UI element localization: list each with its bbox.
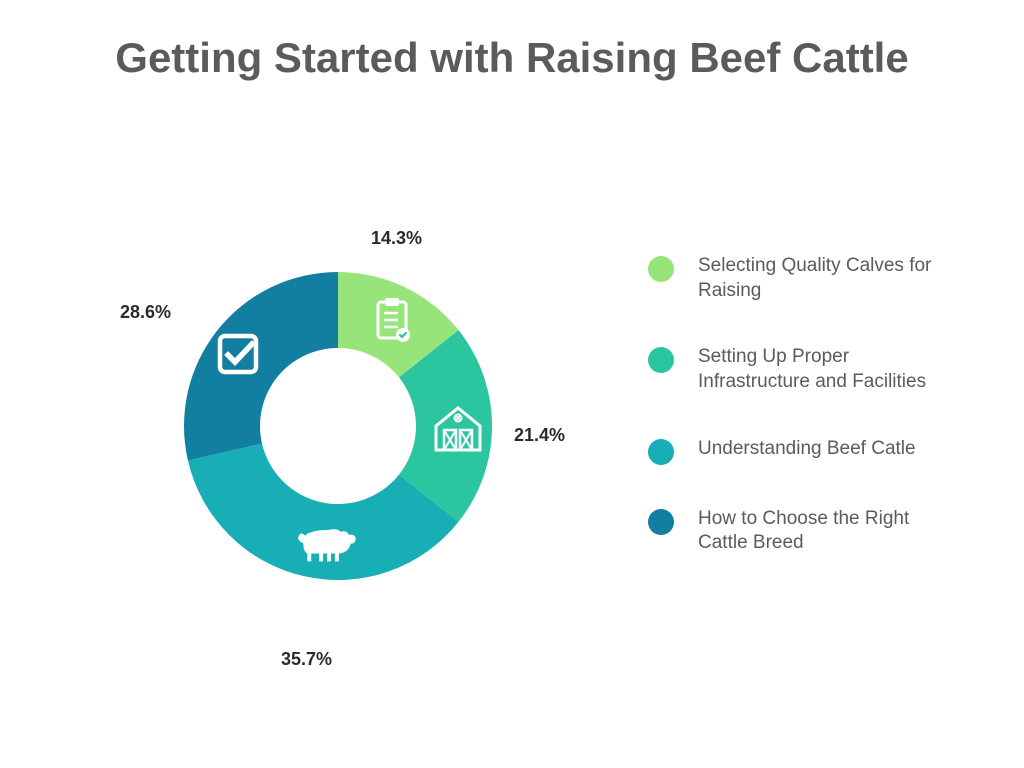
legend-swatch (648, 347, 674, 373)
legend-label: Selecting Quality Calves for Raising (698, 254, 948, 303)
value-label: 35.7% (281, 649, 332, 670)
legend-swatch (648, 256, 674, 282)
legend-item: How to Choose the Right Cattle Breed (648, 507, 948, 556)
legend-item: Selecting Quality Calves for Raising (648, 254, 948, 303)
legend-item: Setting Up Proper Infrastructure and Fac… (648, 345, 948, 394)
value-label: 14.3% (371, 228, 422, 249)
value-label: 28.6% (120, 302, 171, 323)
legend-label: How to Choose the Right Cattle Breed (698, 507, 948, 556)
legend-label: Setting Up Proper Infrastructure and Fac… (698, 345, 948, 394)
legend-label: Understanding Beef Catle (698, 437, 916, 462)
legend: Selecting Quality Calves for Raising Sett… (648, 254, 948, 598)
value-label: 21.4% (514, 425, 565, 446)
legend-swatch (648, 509, 674, 535)
legend-item: Understanding Beef Catle (648, 437, 948, 465)
legend-swatch (648, 439, 674, 465)
donut-slice (184, 272, 338, 461)
